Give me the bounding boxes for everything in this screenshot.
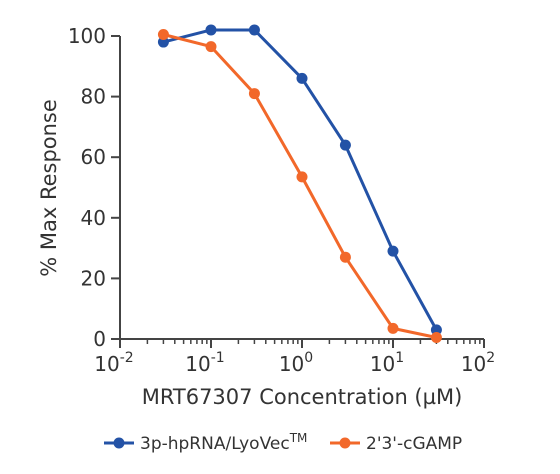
y-tick-label: 20	[81, 266, 106, 290]
legend: 3p-hpRNA/LyoVecTM 2'3'-cGAMP	[104, 431, 462, 454]
data-point	[157, 28, 169, 40]
y-ticks: 0 20 40 60 80 100	[68, 24, 120, 351]
x-axis-title: MRT67307 Concentration (µM)	[142, 385, 463, 409]
data-point	[339, 139, 351, 151]
x-tick-label: 10-1	[185, 350, 224, 376]
data-point	[339, 251, 351, 263]
legend-item-0: 3p-hpRNA/LyoVecTM	[104, 431, 307, 454]
legend-label: 2'3'-cGAMP	[366, 434, 462, 454]
data-point	[387, 245, 399, 257]
y-tick-label: 0	[93, 327, 106, 351]
y-axis-title: % Max Response	[37, 99, 61, 277]
data-point	[296, 171, 308, 183]
data-point	[296, 72, 308, 84]
data-point	[430, 324, 442, 336]
data-point	[157, 36, 169, 48]
data-point	[248, 24, 260, 36]
y-tick-label: 100	[68, 24, 106, 48]
x-tick-label: 100	[279, 350, 313, 376]
y-tick-label: 40	[81, 206, 106, 230]
series-0	[157, 24, 442, 336]
data-point	[430, 331, 442, 343]
legend-swatch-marker	[113, 437, 125, 449]
data-point	[205, 24, 217, 36]
data-point	[387, 322, 399, 334]
data-point	[205, 41, 217, 53]
series-1	[157, 28, 442, 343]
legend-item-1: 2'3'-cGAMP	[330, 434, 462, 454]
x-tick-label: 101	[370, 350, 404, 376]
y-tick-label: 60	[81, 145, 106, 169]
x-ticks: 10-2 10-1 100 101 102	[94, 339, 495, 376]
series-layer	[157, 24, 442, 343]
y-tick-label: 80	[81, 85, 106, 109]
x-tick-label: 10-2	[94, 350, 133, 376]
data-point	[248, 88, 260, 100]
legend-swatch-marker	[339, 437, 351, 449]
legend-label: 3p-hpRNA/LyoVecTM	[140, 431, 307, 454]
x-tick-label: 102	[461, 350, 495, 376]
